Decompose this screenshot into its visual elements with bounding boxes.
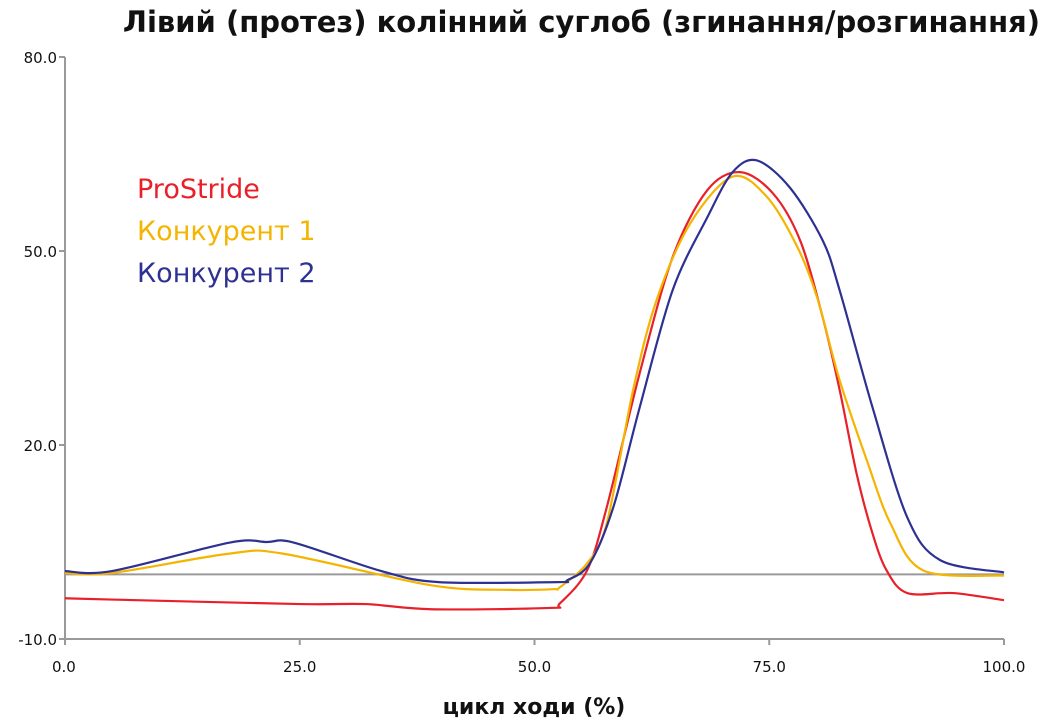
axes: -10.0 20.0 50.0 80.0 0.0 25.0 50.0 75.0 100.0 xyxy=(18,49,1025,676)
y-tick-label: -10.0 xyxy=(18,631,57,649)
x-tick-label: 75.0 xyxy=(753,658,786,676)
y-tick-label: 20.0 xyxy=(24,437,57,455)
series-line-3 xyxy=(64,158,1005,585)
x-tick-label: 50.0 xyxy=(518,658,551,676)
legend-item-2: Конкурент 1 xyxy=(137,216,316,247)
x-tick-label: 25.0 xyxy=(283,658,316,676)
y-tick-label: 50.0 xyxy=(24,243,57,261)
x-axis-label: цикл ходи (%) xyxy=(443,695,626,720)
series-line-2 xyxy=(64,174,1005,592)
series-lines xyxy=(64,158,1005,611)
legend: ProStride Конкурент 1 Конкурент 2 xyxy=(137,174,316,289)
x-tick-label: 0.0 xyxy=(52,658,76,676)
y-tick-label: 80.0 xyxy=(24,49,57,67)
legend-item-3: Конкурент 2 xyxy=(137,258,316,289)
legend-item-1: ProStride xyxy=(137,174,260,205)
chart-title: Лівий (протез) колінний суглоб (згинання… xyxy=(123,5,1040,39)
x-tick-label: 100.0 xyxy=(983,658,1026,676)
series-line-1 xyxy=(64,171,1005,611)
